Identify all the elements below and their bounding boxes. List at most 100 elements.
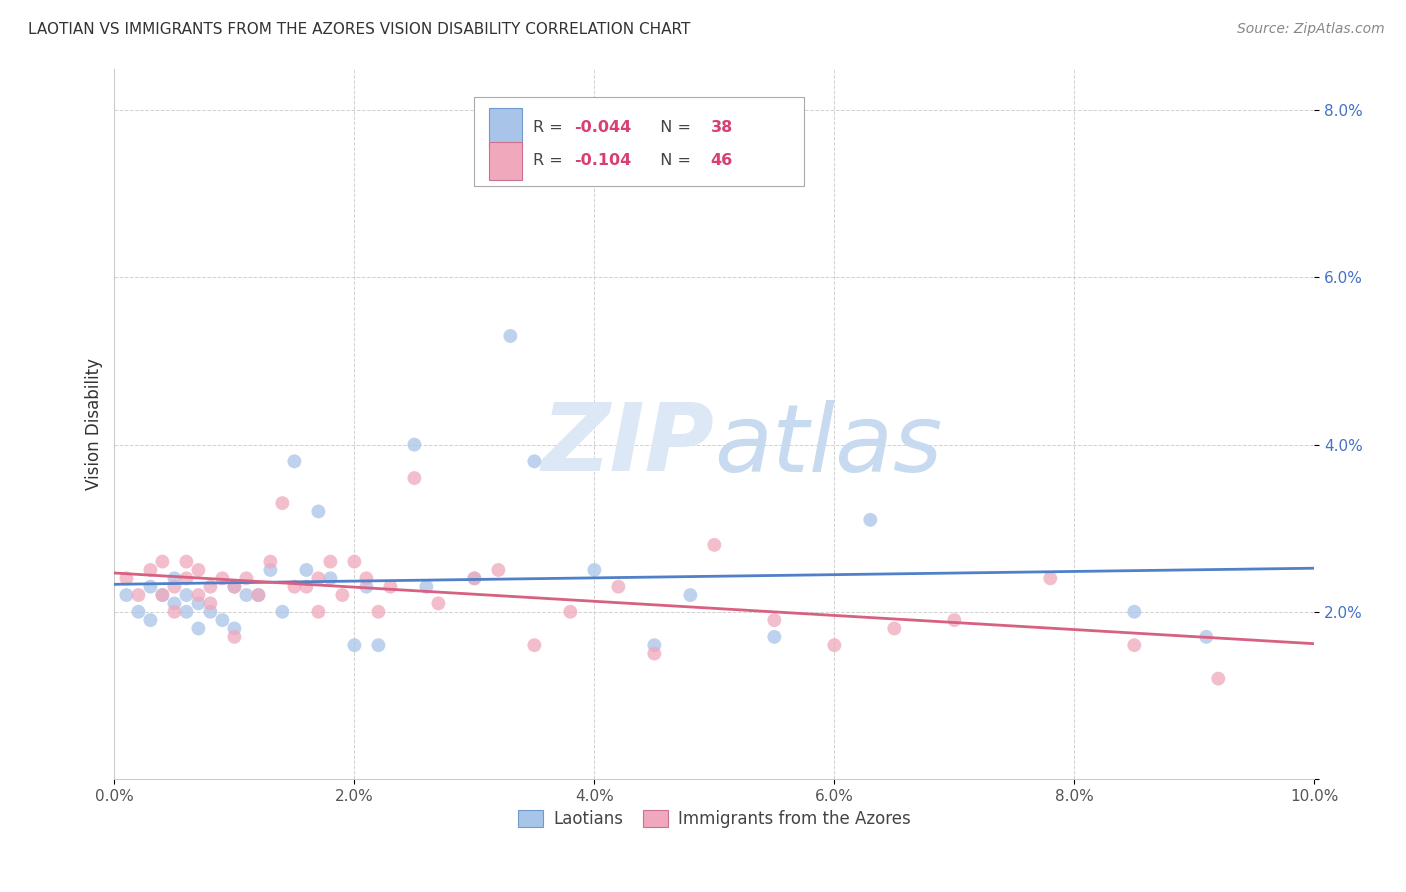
Text: 38: 38 bbox=[711, 120, 733, 135]
Point bbox=[1195, 630, 1218, 644]
Point bbox=[176, 555, 198, 569]
Point bbox=[176, 605, 198, 619]
Text: LAOTIAN VS IMMIGRANTS FROM THE AZORES VISION DISABILITY CORRELATION CHART: LAOTIAN VS IMMIGRANTS FROM THE AZORES VI… bbox=[28, 22, 690, 37]
Point bbox=[271, 605, 294, 619]
Point bbox=[883, 622, 905, 636]
Point bbox=[259, 563, 281, 577]
Point bbox=[115, 588, 138, 602]
Point bbox=[463, 571, 485, 585]
Point bbox=[283, 454, 305, 468]
Text: N =: N = bbox=[650, 120, 696, 135]
Point bbox=[200, 580, 222, 594]
Point bbox=[307, 571, 329, 585]
Point bbox=[127, 588, 149, 602]
Point bbox=[380, 580, 402, 594]
Point bbox=[187, 596, 209, 610]
Point bbox=[703, 538, 725, 552]
Point bbox=[224, 630, 246, 644]
Point bbox=[163, 596, 186, 610]
Text: ZIP: ZIP bbox=[541, 399, 714, 491]
Point bbox=[367, 638, 389, 652]
Point bbox=[356, 571, 378, 585]
Point bbox=[295, 563, 318, 577]
Point bbox=[176, 588, 198, 602]
Point bbox=[367, 605, 389, 619]
Point bbox=[404, 471, 426, 485]
Point bbox=[415, 580, 437, 594]
Text: R =: R = bbox=[533, 153, 574, 169]
Point bbox=[679, 588, 702, 602]
Point bbox=[343, 555, 366, 569]
Point bbox=[200, 596, 222, 610]
FancyBboxPatch shape bbox=[474, 97, 804, 186]
Text: atlas: atlas bbox=[714, 400, 942, 491]
Point bbox=[319, 571, 342, 585]
Point bbox=[486, 563, 509, 577]
Point bbox=[163, 580, 186, 594]
Point bbox=[163, 605, 186, 619]
Point bbox=[1039, 571, 1062, 585]
Text: 46: 46 bbox=[711, 153, 733, 169]
FancyBboxPatch shape bbox=[489, 142, 523, 180]
Point bbox=[356, 580, 378, 594]
Point bbox=[1206, 672, 1229, 686]
FancyBboxPatch shape bbox=[489, 108, 523, 146]
Point bbox=[247, 588, 270, 602]
Point bbox=[211, 613, 233, 627]
Point bbox=[523, 638, 546, 652]
Point bbox=[607, 580, 630, 594]
Text: Source: ZipAtlas.com: Source: ZipAtlas.com bbox=[1237, 22, 1385, 37]
Point bbox=[643, 647, 665, 661]
Text: -0.044: -0.044 bbox=[574, 120, 631, 135]
Point bbox=[427, 596, 450, 610]
Point bbox=[307, 605, 329, 619]
Point bbox=[763, 630, 786, 644]
Point bbox=[139, 563, 162, 577]
Point bbox=[176, 571, 198, 585]
Point bbox=[235, 571, 257, 585]
Point bbox=[187, 622, 209, 636]
Point bbox=[235, 588, 257, 602]
Point bbox=[224, 622, 246, 636]
Point bbox=[200, 605, 222, 619]
Point bbox=[152, 588, 174, 602]
Point bbox=[139, 613, 162, 627]
Point bbox=[152, 555, 174, 569]
Point bbox=[295, 580, 318, 594]
Point bbox=[560, 605, 582, 619]
Point bbox=[224, 580, 246, 594]
Point bbox=[307, 504, 329, 518]
Y-axis label: Vision Disability: Vision Disability bbox=[86, 358, 103, 490]
Point bbox=[271, 496, 294, 510]
Point bbox=[823, 638, 845, 652]
Point bbox=[943, 613, 966, 627]
Text: -0.104: -0.104 bbox=[574, 153, 631, 169]
Point bbox=[163, 571, 186, 585]
Point bbox=[1123, 605, 1146, 619]
Point bbox=[187, 563, 209, 577]
Point bbox=[404, 437, 426, 451]
Text: N =: N = bbox=[650, 153, 696, 169]
Point bbox=[211, 571, 233, 585]
Point bbox=[332, 588, 354, 602]
Point bbox=[643, 638, 665, 652]
Point bbox=[115, 571, 138, 585]
Point bbox=[343, 638, 366, 652]
Point bbox=[224, 580, 246, 594]
Point bbox=[283, 580, 305, 594]
Point bbox=[259, 555, 281, 569]
Point bbox=[1123, 638, 1146, 652]
Point bbox=[859, 513, 882, 527]
Point bbox=[247, 588, 270, 602]
Text: R =: R = bbox=[533, 120, 568, 135]
Point bbox=[463, 571, 485, 585]
Legend: Laotians, Immigrants from the Azores: Laotians, Immigrants from the Azores bbox=[512, 803, 917, 835]
Point bbox=[583, 563, 606, 577]
Point bbox=[139, 580, 162, 594]
Point bbox=[152, 588, 174, 602]
Point bbox=[499, 329, 522, 343]
Point bbox=[127, 605, 149, 619]
Point bbox=[319, 555, 342, 569]
Point bbox=[523, 454, 546, 468]
Point bbox=[187, 588, 209, 602]
